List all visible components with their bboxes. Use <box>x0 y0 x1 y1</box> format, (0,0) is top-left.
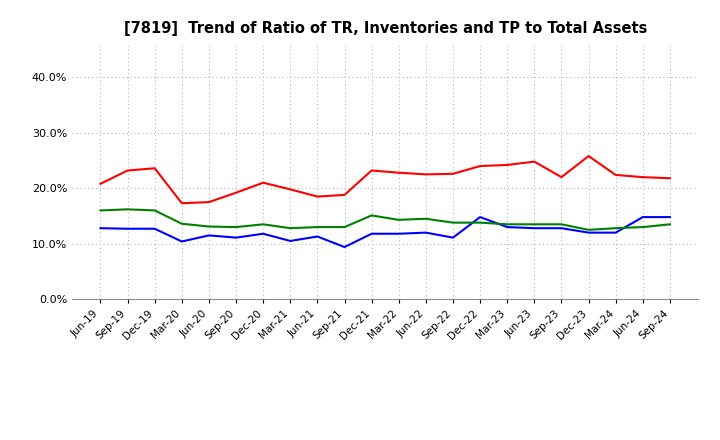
Inventories <box>395 231 403 236</box>
Title: [7819]  Trend of Ratio of TR, Inventories and TP to Total Assets: [7819] Trend of Ratio of TR, Inventories… <box>124 21 647 36</box>
Trade Receivables <box>123 168 132 173</box>
Trade Receivables <box>503 162 511 168</box>
Trade Payables <box>367 213 376 218</box>
Trade Payables <box>286 226 294 231</box>
Trade Receivables <box>178 201 186 206</box>
Trade Receivables <box>286 187 294 192</box>
Trade Receivables <box>341 192 349 198</box>
Trade Receivables <box>421 172 430 177</box>
Trade Receivables <box>639 175 647 180</box>
Inventories <box>123 226 132 231</box>
Trade Payables <box>421 216 430 221</box>
Trade Receivables <box>530 159 539 164</box>
Trade Payables <box>150 208 159 213</box>
Inventories <box>639 214 647 220</box>
Trade Receivables <box>232 190 240 195</box>
Trade Payables <box>584 227 593 232</box>
Trade Receivables <box>367 168 376 173</box>
Inventories <box>96 226 105 231</box>
Trade Payables <box>449 220 457 225</box>
Trade Payables <box>665 222 674 227</box>
Legend: Trade Receivables, Inventories, Trade Payables: Trade Receivables, Inventories, Trade Pa… <box>145 438 625 440</box>
Inventories <box>178 239 186 244</box>
Inventories <box>665 214 674 220</box>
Line: Inventories: Inventories <box>101 217 670 247</box>
Inventories <box>584 230 593 235</box>
Inventories <box>150 226 159 231</box>
Trade Receivables <box>150 165 159 171</box>
Trade Payables <box>259 222 268 227</box>
Inventories <box>530 226 539 231</box>
Inventories <box>476 214 485 220</box>
Trade Payables <box>204 224 213 229</box>
Trade Payables <box>123 207 132 212</box>
Trade Receivables <box>557 175 566 180</box>
Trade Payables <box>476 220 485 225</box>
Trade Receivables <box>259 180 268 185</box>
Trade Payables <box>530 222 539 227</box>
Inventories <box>503 224 511 230</box>
Trade Payables <box>232 224 240 230</box>
Inventories <box>449 235 457 240</box>
Inventories <box>611 230 620 235</box>
Line: Trade Payables: Trade Payables <box>101 209 670 230</box>
Trade Receivables <box>584 154 593 159</box>
Inventories <box>341 244 349 249</box>
Inventories <box>557 226 566 231</box>
Inventories <box>367 231 376 236</box>
Inventories <box>313 234 322 239</box>
Inventories <box>259 231 268 236</box>
Trade Receivables <box>449 171 457 176</box>
Trade Receivables <box>204 199 213 205</box>
Trade Payables <box>611 226 620 231</box>
Trade Payables <box>395 217 403 223</box>
Trade Payables <box>313 224 322 230</box>
Inventories <box>286 238 294 244</box>
Trade Payables <box>503 222 511 227</box>
Trade Payables <box>557 222 566 227</box>
Trade Receivables <box>665 176 674 181</box>
Trade Payables <box>96 208 105 213</box>
Trade Payables <box>341 224 349 230</box>
Inventories <box>232 235 240 240</box>
Inventories <box>421 230 430 235</box>
Trade Receivables <box>611 172 620 178</box>
Trade Receivables <box>96 181 105 187</box>
Trade Payables <box>178 221 186 227</box>
Line: Trade Receivables: Trade Receivables <box>101 156 670 203</box>
Inventories <box>204 233 213 238</box>
Trade Receivables <box>395 170 403 176</box>
Trade Receivables <box>313 194 322 199</box>
Trade Payables <box>639 224 647 230</box>
Trade Receivables <box>476 163 485 169</box>
